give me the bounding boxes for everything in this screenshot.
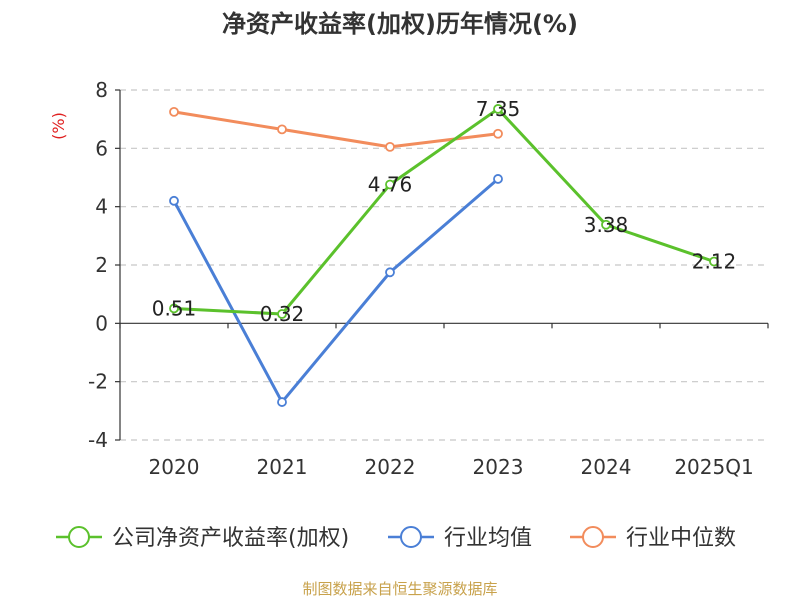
legend-item[interactable]: 公司净资产收益率(加权) xyxy=(56,526,349,551)
data-point xyxy=(493,104,503,114)
legend-label: 行业均值 xyxy=(444,526,532,551)
data-point xyxy=(385,141,395,152)
data-point xyxy=(169,195,179,206)
y-tick-label: 0 xyxy=(95,311,108,335)
y-axis-unit-label: (%) xyxy=(49,112,68,140)
data-point xyxy=(169,303,179,314)
data-label: 7.35 xyxy=(476,97,521,121)
series-line xyxy=(173,107,715,316)
data-point xyxy=(277,309,287,319)
y-tick-label: 2 xyxy=(95,253,108,277)
chart-title: 净资产收益率(加权)历年情况(%) xyxy=(222,10,578,38)
legend-marker xyxy=(400,526,422,548)
x-tick-label: 2023 xyxy=(473,455,524,479)
series-lines xyxy=(169,104,719,407)
data-point xyxy=(385,267,395,278)
data-labels: 0.51 0.32 4.76 7.35 3.38 2.12 xyxy=(152,97,737,326)
legend-item[interactable]: 行业中位数 xyxy=(570,526,736,551)
y-tick-label: -4 xyxy=(88,428,108,452)
data-point xyxy=(493,174,503,184)
x-tick-label: 2021 xyxy=(257,455,308,479)
x-tick-label: 2022 xyxy=(365,455,416,479)
legend[interactable]: 公司净资产收益率(加权) 行业均值 行业中位数 xyxy=(56,526,736,551)
data-point xyxy=(601,219,611,230)
legend-label: 行业中位数 xyxy=(626,526,736,551)
y-axis-ticks: -4 -2 0 2 4 6 8 xyxy=(88,78,120,452)
data-label: 2.12 xyxy=(692,250,737,274)
x-axis-ticks: 2020 2021 2022 2023 2024 2025Q1 xyxy=(149,455,754,479)
y-tick-label: 6 xyxy=(95,136,108,160)
data-point xyxy=(493,128,503,139)
series-line xyxy=(173,110,499,149)
data-point xyxy=(385,179,395,190)
legend-label: 公司净资产收益率(加权) xyxy=(112,526,349,551)
series-line xyxy=(172,177,499,404)
data-point xyxy=(169,106,179,117)
data-label: 4.76 xyxy=(368,173,413,197)
legend-marker xyxy=(68,526,90,548)
data-label: 0.51 xyxy=(152,296,197,320)
data-point xyxy=(277,124,287,135)
x-tick-label: 2020 xyxy=(149,455,200,479)
data-point xyxy=(277,397,287,407)
x-tick-label: 2025Q1 xyxy=(674,455,753,479)
y-tick-label: 8 xyxy=(95,78,108,102)
y-tick-label: -2 xyxy=(88,370,108,394)
legend-marker xyxy=(582,526,604,548)
data-label: 3.38 xyxy=(584,213,629,237)
y-tick-label: 4 xyxy=(95,195,108,219)
legend-item[interactable]: 行业均值 xyxy=(388,526,532,551)
x-tick-label: 2024 xyxy=(581,455,632,479)
source-note: 制图数据来自恒生聚源数据库 xyxy=(302,580,498,598)
data-point xyxy=(709,256,719,267)
data-label: 0.32 xyxy=(260,302,305,326)
grid-lines xyxy=(120,89,768,441)
